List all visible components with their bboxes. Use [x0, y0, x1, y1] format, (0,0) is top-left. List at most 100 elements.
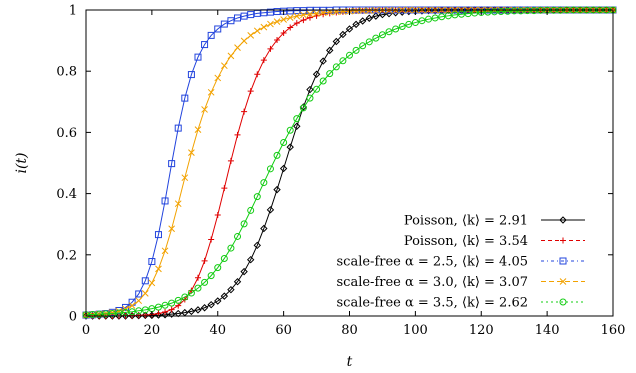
- data-point: [188, 149, 195, 156]
- legend-marker: [559, 216, 567, 224]
- data-point: [319, 57, 327, 65]
- data-point: [312, 70, 321, 78]
- data-point: [161, 247, 169, 255]
- data-point: [319, 77, 327, 85]
- data-point: [279, 164, 288, 173]
- data-point: [517, 7, 525, 15]
- data-point: [208, 236, 215, 243]
- data-point: [207, 300, 215, 309]
- legend-label: scale-free α = 2.5, ⟨k⟩ = 4.05: [337, 255, 529, 270]
- data-point: [326, 70, 334, 78]
- data-point: [286, 143, 294, 151]
- data-point: [352, 46, 360, 54]
- data-point: [274, 36, 281, 43]
- data-point: [286, 126, 294, 134]
- data-point: [207, 272, 215, 280]
- data-point: [227, 52, 235, 60]
- data-point: [128, 302, 136, 309]
- data-point: [201, 257, 208, 264]
- y-tick-label: 0.4: [56, 187, 77, 202]
- data-point: [267, 20, 274, 28]
- data-point: [168, 306, 175, 313]
- data-point: [411, 19, 419, 27]
- data-point: [214, 74, 222, 82]
- data-point: [174, 296, 182, 304]
- x-tick-label: 120: [469, 323, 494, 338]
- data-point: [359, 7, 367, 14]
- legend-label: Poisson, ⟨k⟩ = 3.54: [404, 234, 528, 249]
- legend-item: scale-free α = 3.0, ⟨k⟩ = 3.07: [337, 275, 585, 290]
- data-point: [267, 45, 274, 52]
- data-point: [405, 7, 413, 16]
- data-point: [378, 10, 387, 19]
- data-point: [233, 278, 242, 286]
- data-point: [352, 20, 360, 29]
- data-point: [405, 20, 413, 28]
- data-point: [490, 8, 498, 16]
- legend-marker: [559, 257, 567, 265]
- data-point: [523, 7, 531, 15]
- data-point: [451, 11, 459, 19]
- data-point: [504, 7, 512, 15]
- data-point: [187, 289, 195, 297]
- data-point: [510, 7, 518, 15]
- data-point: [234, 131, 241, 138]
- legend: Poisson, ⟨k⟩ = 2.91 Poisson, ⟨k⟩ = 3.54 sc…: [337, 214, 585, 311]
- data-point: [162, 309, 169, 316]
- data-point: [234, 232, 242, 240]
- y-axis-label: i(t): [14, 152, 30, 173]
- data-point: [141, 277, 149, 285]
- data-point: [135, 297, 143, 305]
- data-point: [293, 115, 301, 123]
- data-point: [201, 41, 209, 49]
- data-point: [365, 7, 373, 14]
- data-point: [207, 88, 215, 96]
- data-point: [214, 212, 221, 219]
- data-point: [313, 10, 320, 17]
- data-point: [234, 44, 241, 51]
- data-point: [457, 10, 465, 18]
- data-point: [392, 25, 400, 33]
- data-point: [168, 299, 176, 307]
- x-tick-label: 0: [82, 323, 90, 338]
- data-point: [378, 31, 386, 39]
- data-point: [266, 165, 274, 173]
- data-point: [431, 14, 439, 22]
- data-point: [266, 206, 275, 214]
- data-point: [194, 306, 202, 314]
- data-point: [484, 8, 492, 16]
- data-point: [332, 63, 340, 71]
- data-point: [306, 85, 314, 94]
- data-point: [530, 7, 538, 15]
- data-point: [240, 220, 248, 228]
- legend-label: scale-free α = 3.0, ⟨k⟩ = 3.07: [337, 275, 529, 290]
- data-point: [148, 258, 156, 266]
- data-point: [280, 16, 287, 23]
- data-point: [273, 185, 281, 194]
- data-point: [227, 244, 235, 252]
- series-5: [82, 6, 617, 319]
- data-point: [201, 106, 208, 113]
- data-point: [300, 11, 307, 19]
- x-tick-label: 100: [403, 323, 428, 338]
- y-tick-label: 0.2: [56, 248, 77, 263]
- series-line: [85, 9, 613, 316]
- data-point: [260, 57, 267, 64]
- legend-item: Poisson, ⟨k⟩ = 2.91: [404, 214, 585, 229]
- data-point: [174, 200, 182, 208]
- axis-ticks-group: 0 20 40 60 80 100 120 140 160 0 0.2 0.4 0.6 0.8 1: [56, 4, 625, 339]
- legend-label: scale-free α = 3.5, ⟨k⟩ = 2.62: [337, 296, 529, 311]
- data-point: [358, 17, 367, 25]
- data-point: [168, 225, 175, 233]
- data-point: [398, 23, 406, 31]
- y-tick-label: 1: [69, 4, 77, 19]
- data-point: [326, 46, 334, 55]
- data-point: [253, 27, 261, 35]
- data-point: [293, 7, 301, 15]
- x-tick-label: 140: [535, 323, 560, 338]
- y-tick-label: 0.8: [56, 65, 77, 80]
- data-point: [187, 71, 195, 79]
- data-point: [300, 17, 307, 24]
